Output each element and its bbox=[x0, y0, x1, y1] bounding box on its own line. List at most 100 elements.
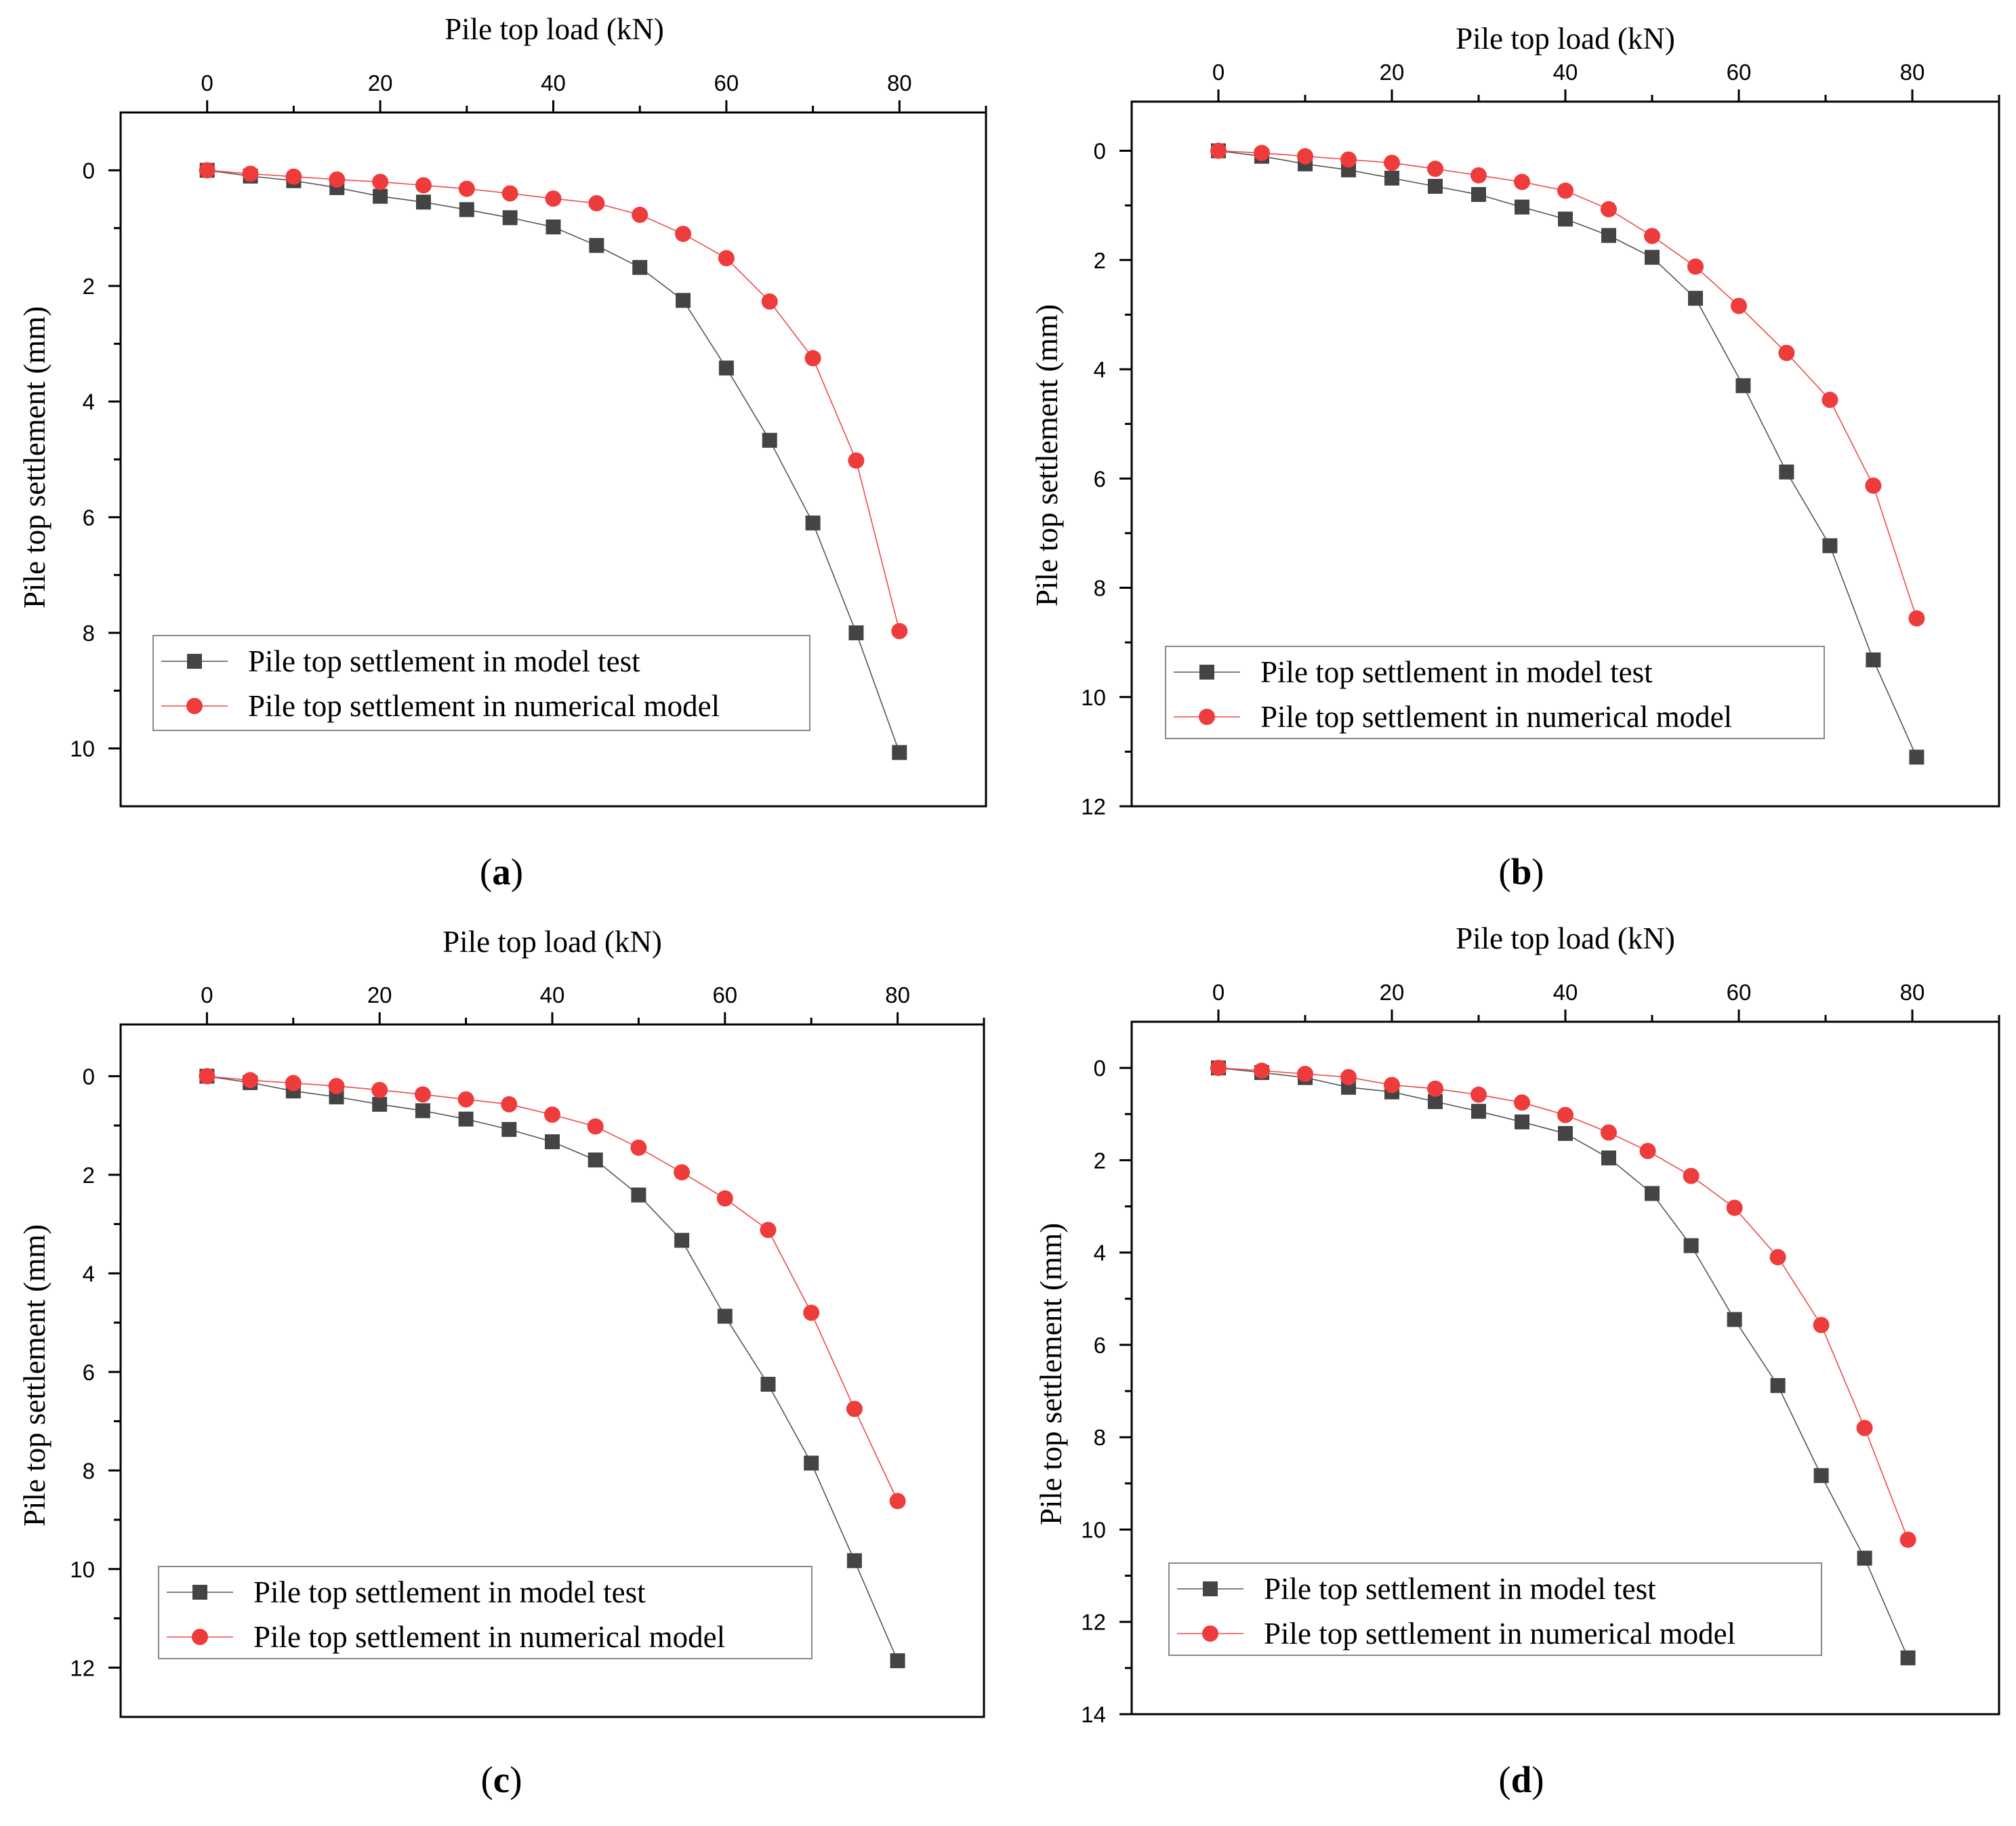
model-test-point bbox=[502, 210, 518, 226]
numerical-model-point bbox=[1731, 297, 1747, 314]
numerical-model-point bbox=[285, 168, 302, 185]
model-test-point bbox=[718, 360, 734, 376]
numerical-model-point bbox=[242, 165, 259, 182]
numerical-model-point bbox=[1340, 1068, 1357, 1085]
panel-a-chart: 0 20 40 60 80 0 2 4 6 8 10 Pile top load (kN) Pile t… bbox=[18, 12, 987, 892]
numerical-model-point bbox=[760, 1222, 777, 1239]
numerical-model-point bbox=[675, 226, 692, 243]
numerical-model-point bbox=[1813, 1316, 1830, 1333]
model-test-point bbox=[1909, 749, 1925, 765]
y-tick-label: 4 bbox=[83, 390, 95, 415]
numerical-model-point bbox=[1644, 228, 1660, 245]
model-test-point bbox=[1645, 249, 1660, 265]
numerical-model-point bbox=[1899, 1531, 1916, 1548]
y-tick-label: 6 bbox=[1094, 1333, 1106, 1358]
numerical-model-point bbox=[848, 452, 865, 469]
model-test-point bbox=[717, 1308, 733, 1324]
model-test-point bbox=[1601, 1150, 1616, 1165]
legend-label: Pile top settlement in model test bbox=[248, 644, 640, 678]
model-test-point bbox=[372, 1096, 388, 1112]
x-tick-label: 60 bbox=[714, 70, 739, 96]
x-tick-label: 0 bbox=[201, 70, 213, 96]
numerical-model-point bbox=[1683, 1167, 1700, 1184]
y-tick-label: 8 bbox=[1094, 576, 1106, 601]
numerical-model-point bbox=[199, 1068, 215, 1085]
numerical-model-point bbox=[1687, 258, 1704, 275]
x-tick-label: 0 bbox=[201, 982, 213, 1008]
legend-label: Pile top settlement in model test bbox=[253, 1575, 646, 1609]
x-axis-title: Pile top load (kN) bbox=[443, 925, 662, 959]
numerical-model-point bbox=[891, 623, 908, 640]
numerical-model-point bbox=[761, 293, 778, 310]
legend-square-marker bbox=[1199, 665, 1214, 680]
model-test-point bbox=[458, 1111, 474, 1127]
legend-label: Pile top settlement in numerical model bbox=[1260, 700, 1732, 734]
panel-label: (b) bbox=[1498, 851, 1544, 892]
numerical-model-point bbox=[1557, 182, 1573, 199]
numerical-model-point bbox=[457, 1091, 474, 1108]
numerical-model-point bbox=[1822, 392, 1838, 409]
legend-circle-marker bbox=[1202, 1625, 1218, 1642]
panel-label: (d) bbox=[1498, 1759, 1544, 1800]
model-test-point bbox=[1384, 170, 1399, 186]
x-tick-label: 40 bbox=[541, 70, 566, 96]
model-test-point bbox=[846, 1553, 862, 1569]
numerical-model-point bbox=[285, 1075, 302, 1092]
model-test-point bbox=[1683, 1238, 1699, 1253]
y-tick-label: 2 bbox=[83, 1163, 95, 1188]
numerical-model-point bbox=[1908, 610, 1925, 627]
panel-label-letter: b bbox=[1511, 851, 1532, 892]
numerical-model-point bbox=[501, 185, 518, 202]
y-tick-label: 0 bbox=[1094, 1056, 1106, 1081]
model-test-point bbox=[1515, 1114, 1529, 1129]
numerical-model-point bbox=[1470, 167, 1487, 184]
numerical-model-point bbox=[1639, 1142, 1656, 1159]
numerical-model-point bbox=[716, 1190, 733, 1207]
numerical-model-point bbox=[632, 207, 649, 224]
numerical-model-point bbox=[1470, 1086, 1487, 1103]
model-test-point bbox=[760, 1377, 776, 1392]
panel-label-letter: d bbox=[1511, 1759, 1532, 1800]
x-tick-label: 60 bbox=[712, 982, 737, 1008]
legend-square-marker bbox=[187, 654, 202, 669]
model-test-point bbox=[1471, 187, 1486, 203]
legend-label: Pile top settlement in numerical model bbox=[248, 689, 720, 723]
y-tick-label: 4 bbox=[1094, 357, 1106, 382]
legend-label: Pile top settlement in model test bbox=[1264, 1572, 1656, 1606]
numerical-model-point bbox=[1769, 1249, 1786, 1266]
panel-c-chart: 0 20 40 60 80 0 2 4 6 8 10 12 Pile top load (kN) Pile… bbox=[18, 925, 985, 1800]
numerical-model-point bbox=[1254, 144, 1270, 161]
numerical-model-point bbox=[1865, 477, 1882, 494]
x-tick-label: 60 bbox=[1727, 60, 1752, 85]
model-test-point bbox=[805, 515, 821, 531]
model-test-point bbox=[1601, 228, 1616, 243]
numerical-model-point bbox=[1340, 151, 1357, 168]
y-tick-label: 2 bbox=[1094, 248, 1106, 273]
model-test-point bbox=[1645, 1186, 1660, 1201]
x-tick-label: 40 bbox=[1553, 60, 1578, 85]
numerical-model-point bbox=[1210, 1060, 1227, 1077]
y-axis-title: Pile top settlement (mm) bbox=[1030, 304, 1064, 606]
numerical-model-point bbox=[588, 194, 605, 211]
numerical-model-point bbox=[371, 1081, 388, 1098]
numerical-model-point bbox=[1557, 1106, 1573, 1123]
y-tick-label: 8 bbox=[83, 621, 95, 646]
y-tick-label: 4 bbox=[1094, 1241, 1106, 1266]
panel-b-chart: 0 20 40 60 80 0 2 4 6 8 10 12 Pile top load (kN) Pile… bbox=[1030, 22, 2000, 892]
legend-label: Pile top settlement in numerical model bbox=[253, 1620, 725, 1654]
y-tick-label: 0 bbox=[83, 158, 95, 183]
x-tick-label: 20 bbox=[368, 70, 393, 96]
numerical-model-point bbox=[804, 350, 821, 367]
x-tick-label: 0 bbox=[1212, 980, 1225, 1005]
x-axis-title: Pile top load (kN) bbox=[1456, 921, 1675, 955]
model-test-point bbox=[1866, 652, 1881, 667]
legend-square-marker bbox=[1203, 1581, 1218, 1596]
numerical-model-point bbox=[415, 177, 432, 194]
numerical-model-point bbox=[458, 180, 475, 197]
model-test-point bbox=[1428, 178, 1443, 194]
panel-label-letter: a bbox=[492, 851, 511, 892]
model-test-point bbox=[1900, 1650, 1916, 1665]
numerical-model-point bbox=[1601, 1124, 1617, 1141]
model-test-point bbox=[588, 1153, 603, 1168]
numerical-model-point bbox=[242, 1072, 259, 1089]
